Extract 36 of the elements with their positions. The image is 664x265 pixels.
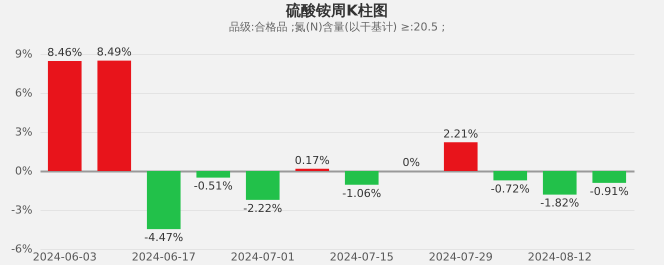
data-label: 2.21%	[443, 127, 478, 140]
y-tick-label: 9%	[15, 48, 32, 60]
data-label: 0.17%	[294, 154, 330, 167]
data-label: 8.49%	[96, 46, 132, 59]
y-tick-label: -3%	[11, 204, 32, 216]
bar	[444, 142, 478, 171]
x-tick-label: 2024-06-03	[32, 250, 97, 264]
bar	[344, 171, 379, 185]
bar	[196, 171, 230, 178]
data-label: -0.91%	[590, 184, 629, 198]
bar	[542, 171, 577, 195]
data-label: 8.46%	[47, 46, 82, 60]
data-label: -1.82%	[540, 196, 580, 210]
x-tick-label: 2024-07-01	[230, 250, 295, 264]
data-label: -0.72%	[490, 182, 530, 196]
x-tick-label: 2024-08-12	[528, 250, 592, 264]
y-tick-label: 0%	[15, 164, 32, 178]
bar	[97, 60, 132, 171]
bar	[48, 61, 82, 171]
data-label: -2.22%	[243, 202, 282, 215]
bar	[246, 171, 280, 200]
data-label: -4.47%	[144, 231, 184, 244]
y-tick-label: -6%	[11, 242, 32, 256]
y-tick-label: 6%	[15, 86, 32, 100]
data-label: -0.51%	[194, 180, 233, 193]
x-tick-label: 2024-06-17	[132, 250, 196, 264]
data-label: -1.06%	[342, 186, 382, 200]
x-tick-label: 2024-07-29	[428, 250, 493, 264]
bar	[592, 171, 626, 183]
bar	[146, 171, 181, 230]
chart-subtitle: 品级:合格品 ;氮(N)含量(以干基计) ≥:20.5 ;	[228, 20, 446, 34]
chart-title: 硫酸铵周K柱图	[285, 2, 388, 20]
data-label: 0%	[402, 156, 420, 169]
bar	[493, 171, 528, 180]
y-tick-label: 3%	[15, 126, 32, 138]
x-tick-label: 2024-07-15	[330, 250, 394, 264]
